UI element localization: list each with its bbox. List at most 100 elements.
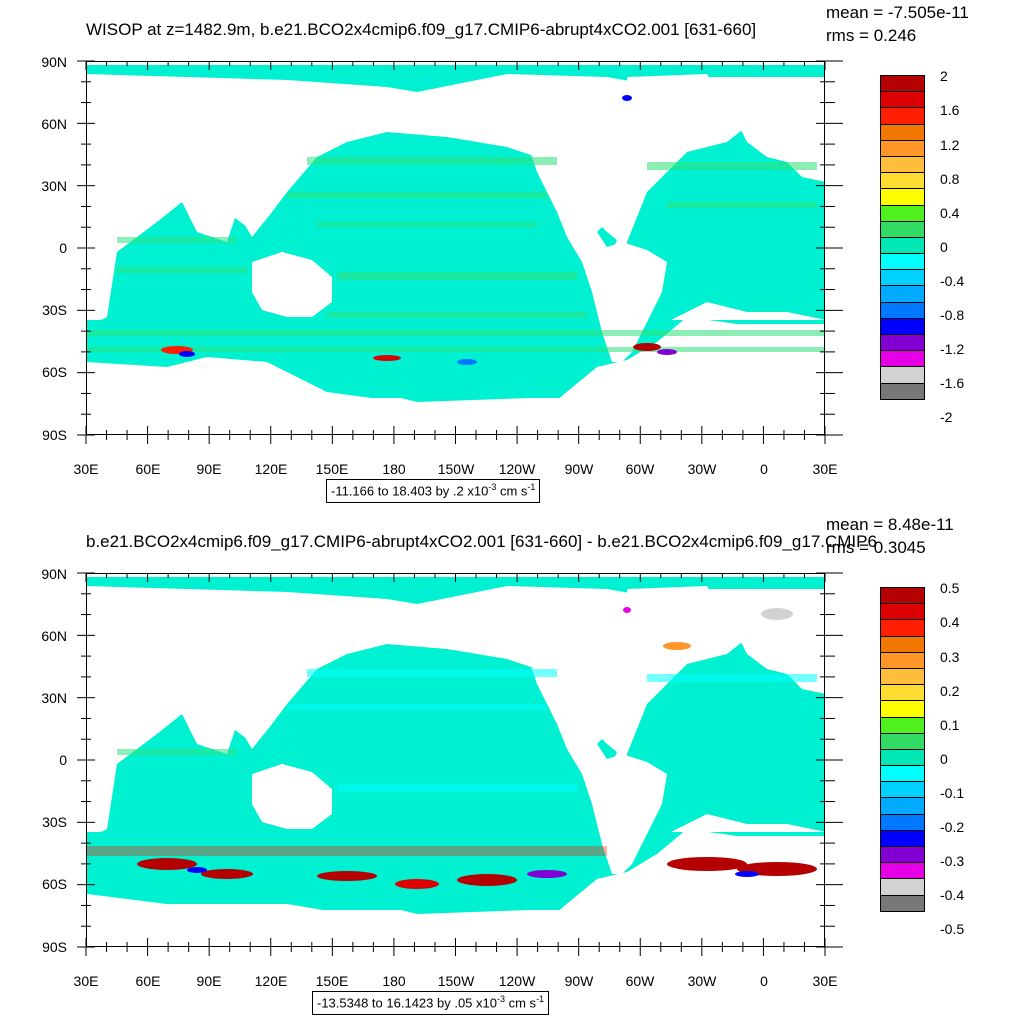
landmass-australia <box>252 252 332 317</box>
x-tick-label: 30E <box>812 461 838 477</box>
colorbar-label: -0.2 <box>940 819 965 835</box>
colorbar-label: 1.2 <box>940 137 960 153</box>
colorbar-label: -0.4 <box>940 887 965 903</box>
landmass-africa <box>87 202 117 317</box>
colorbar-swatch <box>880 236 925 255</box>
y-tick-label: 0 <box>59 752 67 768</box>
colorbar-swatch <box>880 382 925 400</box>
colorbar-label: -0.3 <box>940 853 965 869</box>
colorbar-swatch <box>880 269 925 287</box>
landmass-americas <box>527 614 667 874</box>
colorbar-swatch <box>880 155 925 174</box>
x-tick-label: 90E <box>196 461 222 477</box>
y-tick-label: 90S <box>42 939 67 955</box>
y-tick-label: 30N <box>41 178 67 194</box>
field-banding <box>87 157 824 352</box>
field-banding <box>117 669 817 792</box>
colorbar-label: -0.8 <box>940 307 965 323</box>
y-tick-label: 60N <box>41 116 67 132</box>
x-tick-label: 60E <box>135 973 161 989</box>
x-tick-label: 120W <box>498 461 536 477</box>
panel-difference: b.e21.BCO2x4cmip6.f09_g17.CMIP6-abrupt4x… <box>0 512 1024 1024</box>
mean-stat: mean = 8.48e-11 <box>826 515 954 534</box>
colorbar-swatch <box>880 350 925 368</box>
colorbar-swatch <box>880 700 925 718</box>
colorbar-label: 2 <box>940 68 948 84</box>
colorbar-swatch <box>880 813 925 831</box>
landmass-antarctica <box>87 317 824 434</box>
colorbar-label: 1.6 <box>940 102 960 118</box>
landmass-europe <box>727 589 824 694</box>
panel-wisop: WISOP at z=1482.9m, b.e21.BCO2x4cmip6.f0… <box>41 4 969 503</box>
panel-title: b.e21.BCO2x4cmip6.f09_g17.CMIP6-abrupt4x… <box>86 532 877 551</box>
ocean-map <box>87 577 824 946</box>
colorbar-swatch <box>880 667 925 686</box>
y-tick-label: 0 <box>59 240 67 256</box>
x-tick-label: 150E <box>315 461 349 477</box>
x-tick-label: 30E <box>812 973 838 989</box>
x-tick-label: 60W <box>625 461 655 477</box>
colorbar-label: 0.4 <box>940 614 960 630</box>
colorbar-swatch <box>880 619 925 637</box>
x-tick-label: 120W <box>498 973 536 989</box>
eddy-features <box>161 95 677 365</box>
x-tick-label: 60E <box>135 461 161 477</box>
colorbar-swatch <box>880 188 925 206</box>
colorbar-swatch <box>880 334 925 352</box>
contour-info-box: -13.5348 to 16.1423 by .05 x10-3 cm s-1 <box>312 991 550 1015</box>
x-tick-label: 90W <box>564 461 594 477</box>
eddy-features <box>87 607 817 889</box>
colorbar-label: 0.3 <box>940 649 960 665</box>
colorbar-swatch <box>880 172 925 190</box>
contour-unit-text: cm s <box>496 483 528 499</box>
colorbar-label: -1.2 <box>940 341 965 357</box>
ocean-region-arctic <box>87 65 824 92</box>
colorbar-swatch <box>880 603 925 621</box>
x-tick-label: 0 <box>760 973 768 989</box>
x-tick-label: 120E <box>254 973 288 989</box>
colorbar-swatch <box>880 748 925 767</box>
contour-unit-text: cm s <box>505 995 537 1011</box>
colorbar-swatch <box>880 285 925 303</box>
colorbar-swatch <box>880 797 925 815</box>
landmass-europe <box>727 77 824 182</box>
x-tick-label: 60W <box>625 973 655 989</box>
y-tick-label: 30S <box>42 302 67 318</box>
ocean-region-arctic <box>87 577 824 604</box>
contour-exponent: -3 <box>496 994 505 1004</box>
colorbar-swatch <box>880 846 925 864</box>
landmass-greenland <box>627 586 717 644</box>
panel-title: WISOP at z=1482.9m, b.e21.BCO2x4cmip6.f0… <box>86 20 757 39</box>
colorbar-swatch <box>880 220 925 238</box>
y-tick-label: 60N <box>41 628 67 644</box>
map-plot-area <box>86 61 825 435</box>
y-tick-label: 60S <box>42 364 67 380</box>
colorbar-swatch <box>880 139 925 157</box>
colorbar-swatch <box>880 862 925 880</box>
colorbar-label: 0 <box>940 239 948 255</box>
colorbar-swatch <box>880 587 925 605</box>
x-tick-label: 90W <box>564 973 594 989</box>
map-plot-area <box>86 573 825 947</box>
x-tick-label: 150W <box>437 461 475 477</box>
y-tick-label: 60S <box>42 876 67 892</box>
colorbar-swatch <box>880 781 925 799</box>
contour-unit-exponent: -1 <box>536 994 545 1004</box>
contour-info-box: -11.166 to 18.403 by .2 x10-3 cm s-1 <box>326 479 541 503</box>
colorbar-swatch <box>880 107 925 125</box>
colorbar-swatch <box>880 684 925 702</box>
x-tick-label: 30E <box>73 973 99 989</box>
x-tick-label: 150E <box>315 973 349 989</box>
colorbar-label: 0.5 <box>940 580 960 596</box>
x-tick-label: 150W <box>437 973 475 989</box>
colorbar-label: -0.5 <box>940 921 965 937</box>
colorbar-swatch <box>880 253 925 271</box>
colorbar-label: -0.4 <box>940 273 965 289</box>
y-tick-label: 90N <box>41 566 67 582</box>
colorbar-swatch <box>880 894 925 912</box>
y-tick-label: 30N <box>41 690 67 706</box>
colorbar-label: -0.1 <box>940 785 965 801</box>
y-tick-label: 90S <box>42 427 67 443</box>
x-tick-label: 30W <box>687 973 717 989</box>
colorbar-swatch <box>880 635 925 653</box>
